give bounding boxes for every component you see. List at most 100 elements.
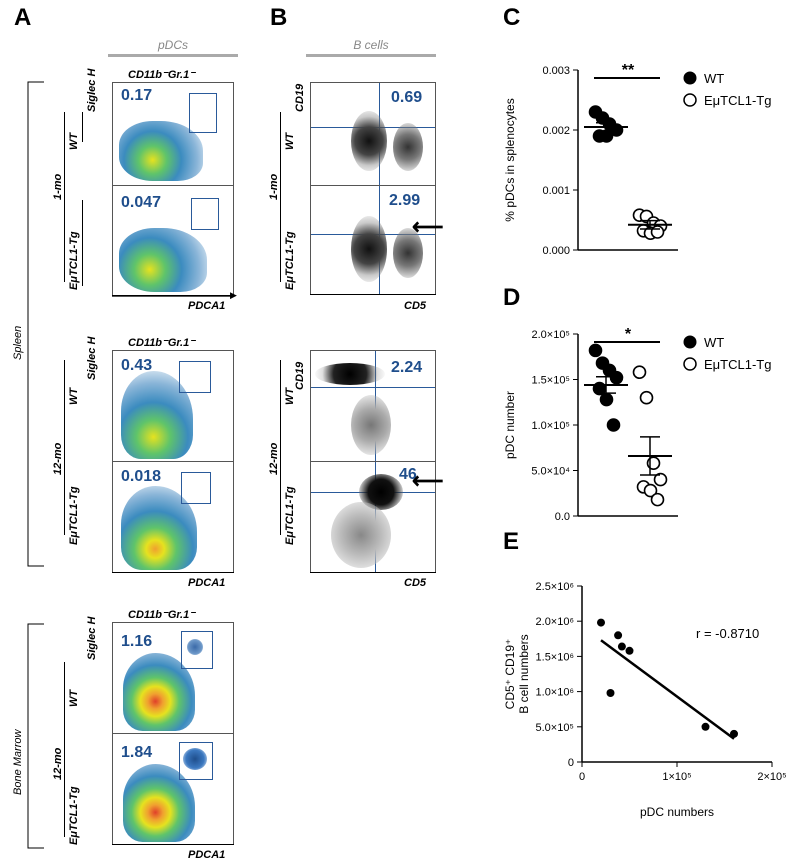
y-tick-label: 0.003 [542, 65, 570, 77]
correlation-annotation: r = -0.8710 [696, 626, 759, 641]
y-tick-label: 2.0×10⁶ [536, 616, 574, 628]
header-pdcs-bar [108, 54, 238, 57]
y-tick-label: 0.0 [555, 511, 570, 523]
panel-label-c: C [503, 4, 521, 31]
age-12mo-label-b: 12-mo [268, 442, 280, 475]
age-1mo-line-b [280, 112, 281, 282]
wt-label-b12: WT [284, 387, 296, 405]
pdc-percent-a1-wt: 0.17 [121, 87, 153, 104]
flow-plot-a2-wt: 0.43 [112, 350, 234, 462]
density-cloud [123, 764, 195, 842]
data-point [701, 722, 710, 731]
tg-label-b1: EμTCL1-Tg [284, 231, 296, 290]
tg-label-b12: EμTCL1-Tg [284, 486, 296, 545]
spleen-bracket [27, 81, 44, 567]
data-point [606, 689, 615, 698]
y-axis-label-line2: B cell numbers [517, 634, 531, 713]
y-tick-label: 0.000 [542, 245, 570, 257]
wt-point [588, 343, 603, 358]
data-point [614, 631, 623, 640]
x-tick-label: 0 [579, 771, 585, 783]
y-tick-label: 5.0×10⁵ [535, 722, 574, 734]
panel-label-d: D [503, 284, 521, 311]
age-12mo-line-a [64, 360, 65, 535]
cell-cloud [351, 216, 387, 282]
tg-label-bm: EμTCL1-Tg [68, 786, 80, 845]
header-pdcs: pDCs [157, 38, 188, 52]
pdc-gate [191, 198, 219, 230]
tg-point [632, 365, 647, 380]
gate-title-a3: CD11b⁻Gr.1⁻ [128, 609, 196, 621]
pdc-gate [181, 631, 213, 669]
chart-d: 0.0 5.0×10⁴ 1.0×10⁵ 1.5×10⁵ 2.0×10⁵ pDC numbe… [503, 326, 771, 523]
gate-title-a2: CD11b⁻Gr.1⁻ [128, 337, 196, 349]
significance-label: * [625, 326, 632, 343]
y-tick-label: 2.0×10⁵ [531, 329, 570, 341]
ylabel-b1: CD19 [294, 83, 306, 112]
x-axis-a1 [112, 295, 234, 296]
cd5-percent-b1-wt: 0.69 [391, 89, 423, 106]
cell-cloud [331, 502, 391, 568]
tg-label-a12: EμTCL1-Tg [68, 486, 80, 545]
x-arrow-a1: ▶ [230, 290, 237, 300]
xlabel-a1: PDCA1 [188, 300, 226, 312]
wt-point [599, 392, 614, 407]
significance-label: ** [622, 62, 635, 79]
ylabel-b2: CD19 [294, 361, 306, 390]
y-tick-label: 1.0×10⁵ [531, 420, 570, 432]
y-tick-label: 5.0×10⁴ [531, 466, 570, 478]
wt-label-a12: WT [68, 387, 80, 405]
xlabel-a3: PDCA1 [188, 849, 226, 861]
ylabel-a3: Siglec H [86, 616, 98, 660]
data-point [625, 646, 634, 655]
data-point [617, 642, 626, 651]
gate-title-a1: CD11b⁻Gr.1⁻ [128, 69, 196, 81]
flow-plot-a1-tg: 0.047 [112, 185, 234, 297]
age-12mo-label-bm: 12-mo [52, 747, 64, 780]
data-point [597, 618, 605, 627]
cell-cloud [393, 123, 423, 171]
x-axis-label: pDC numbers [640, 805, 714, 819]
x-tick-label: 2×10⁵ [757, 771, 786, 783]
y-tick-label: 2.5×10⁶ [536, 581, 574, 593]
tg-label-a1: EμTCL1-Tg [68, 231, 80, 290]
flow-plot-a2-tg: 0.018 [112, 461, 234, 573]
tg-point [643, 483, 658, 498]
legend-wt-marker [683, 71, 697, 85]
flow-plot-a1-wt: 0.17 [112, 82, 234, 186]
chart-c: 0.000 0.001 0.002 0.003 % pDCs in splenocyte… [503, 62, 771, 257]
age-1mo-line-a [64, 112, 65, 282]
arrow-left-icon: ⟵ [412, 468, 444, 493]
y-tick-label: 1.5×10⁵ [531, 375, 570, 387]
tg-line-a1 [82, 200, 83, 286]
cd5-percent-b2-wt: 2.24 [391, 359, 423, 376]
pdc-gate [179, 742, 213, 780]
y-tick-label: 0.001 [542, 185, 570, 197]
age-12mo-line-b [280, 360, 281, 535]
regression-line [600, 639, 735, 740]
panel-label-e: E [503, 528, 520, 555]
legend-tg-label: EμTCL1-Tg [704, 357, 771, 372]
legend-wt-label: WT [704, 71, 724, 86]
y-axis-label: % pDCs in splenocytes [503, 98, 517, 221]
flow-plot-b2-tg: 46 [310, 461, 436, 573]
legend-tg-marker [683, 357, 697, 371]
legend-tg-label: EμTCL1-Tg [704, 93, 771, 108]
legend-wt-label: WT [704, 335, 724, 350]
arrow-left-icon: ⟵ [412, 214, 444, 239]
age-12mo-line-bm [64, 662, 65, 837]
cd5-percent-b1-tg: 2.99 [389, 192, 421, 209]
pdc-percent-a3-tg: 1.84 [121, 744, 153, 761]
gate-line [311, 387, 435, 388]
ylabel-a2: Siglec H [86, 336, 98, 380]
age-12mo-label-a: 12-mo [52, 442, 64, 475]
pdc-gate [189, 93, 217, 133]
age-1mo-label-b: 1-mo [268, 173, 280, 200]
pdc-cluster [187, 639, 203, 655]
cell-cloud [393, 228, 423, 278]
cell-cloud [351, 111, 387, 171]
wt-label-bm: WT [68, 689, 80, 707]
density-cloud [119, 228, 207, 292]
tg-point [653, 472, 668, 487]
cd5-percent-b2-tg: 46 [399, 466, 417, 483]
